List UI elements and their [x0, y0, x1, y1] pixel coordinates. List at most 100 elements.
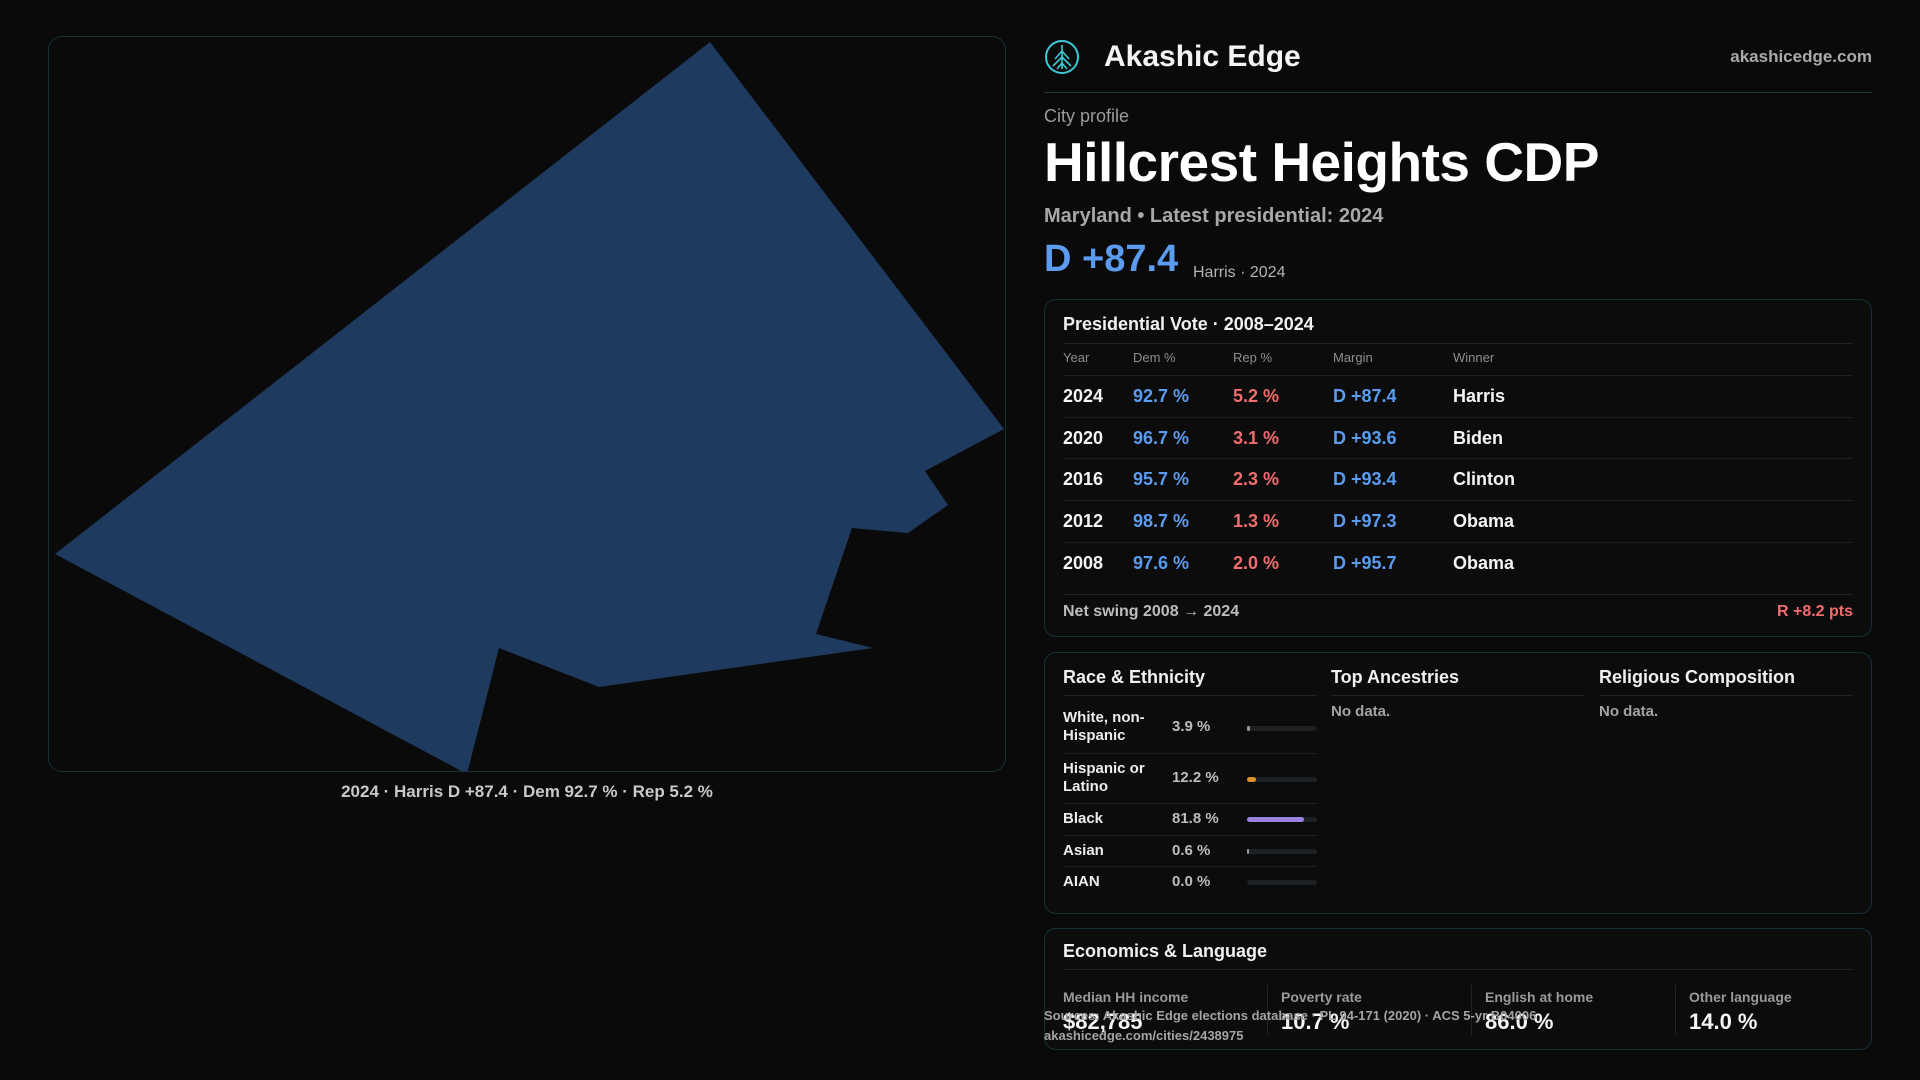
race-row: White, non-Hispanic 3.9 %	[1063, 703, 1317, 751]
religion-section: Religious Composition No data.	[1599, 653, 1853, 913]
row-year: 2008	[1063, 553, 1104, 573]
divider	[1599, 695, 1853, 696]
column-header-winner: Winner	[1453, 350, 1495, 365]
column-header-margin: Margin	[1333, 350, 1373, 365]
divider	[1063, 343, 1853, 344]
row-margin: D +93.6	[1333, 428, 1397, 448]
brand-name[interactable]: Akashic Edge	[1104, 40, 1301, 73]
race-label: AIAN	[1063, 873, 1100, 890]
demographics-card: Race & Ethnicity White, non-Hispanic 3.9…	[1044, 652, 1872, 914]
row-year: 2012	[1063, 511, 1104, 531]
row-margin: D +87.4	[1333, 386, 1397, 406]
tree-of-life-icon	[1045, 40, 1079, 74]
row-winner: Harris	[1453, 386, 1506, 406]
stat-label: Poverty rate	[1281, 989, 1362, 1005]
map-panel	[48, 36, 1006, 772]
source-line: Sources: Akashic Edge elections database…	[1044, 1008, 1537, 1023]
table-header: Year Dem % Rep % Margin Winner	[1063, 350, 1853, 374]
race-bar-track	[1247, 777, 1317, 782]
section-title: Top Ancestries	[1331, 667, 1460, 687]
net-swing-label: Net swing 2008 → 2024	[1063, 603, 1240, 620]
race-pct: 0.0 %	[1172, 873, 1211, 890]
race-bar-track	[1247, 849, 1317, 854]
row-rep-pct: 1.3 %	[1233, 511, 1280, 531]
race-bar	[1247, 777, 1256, 782]
net-swing: Net swing 2008 → 2024 R +8.2 pts	[1063, 594, 1853, 625]
row-margin: D +95.7	[1333, 553, 1397, 573]
row-margin: D +97.3	[1333, 511, 1397, 531]
race-label: Asian	[1063, 842, 1104, 859]
race-bar-track	[1247, 880, 1317, 885]
row-year: 2024	[1063, 386, 1104, 406]
row-winner: Obama	[1453, 511, 1515, 531]
latest-margin: D +87.4	[1044, 238, 1179, 280]
row-dem-pct: 97.6 %	[1133, 553, 1190, 573]
table-row: 2024 92.7 % 5.2 % D +87.4 Harris	[1063, 375, 1853, 418]
source-note: Sources: Akashic Edge elections database…	[1044, 1006, 1536, 1046]
city-boundary-map	[55, 42, 1004, 772]
divider	[1267, 985, 1268, 1035]
site-link[interactable]: akashicedge.com	[1730, 47, 1872, 66]
stat-label: Other language	[1689, 989, 1792, 1005]
city-boundary-shape[interactable]	[55, 42, 1004, 772]
column-header-year: Year	[1063, 350, 1090, 365]
row-year: 2016	[1063, 469, 1104, 489]
race-row: Black 81.8 %	[1063, 803, 1317, 834]
source-url[interactable]: akashicedge.com/cities/2438975	[1044, 1028, 1244, 1043]
section-title: Religious Composition	[1599, 667, 1795, 687]
row-rep-pct: 2.0 %	[1233, 553, 1280, 573]
page-title: Hillcrest Heights CDP	[1044, 131, 1599, 193]
page-kicker: City profile	[1044, 106, 1130, 126]
column-header-rep: Rep %	[1233, 350, 1273, 365]
net-swing-value: R +8.2 pts	[1776, 603, 1853, 620]
stat-value: 10.7 %	[1281, 1009, 1350, 1034]
race-label: Black	[1063, 810, 1104, 827]
race-pct: 0.6 %	[1172, 842, 1211, 859]
row-dem-pct: 96.7 %	[1133, 428, 1190, 448]
presidential-vote-card: Presidential Vote · 2008–2024 Year Dem %…	[1044, 299, 1872, 637]
race-pct: 12.2 %	[1172, 769, 1219, 786]
divider	[1675, 985, 1676, 1035]
table-row: 2020 96.7 % 3.1 % D +93.6 Biden	[1063, 417, 1853, 460]
race-row: Hispanic or Latino 12.2 %	[1063, 753, 1317, 802]
race-pct: 81.8 %	[1172, 810, 1219, 827]
row-winner: Clinton	[1453, 469, 1515, 489]
race-label: White, non-Hispanic	[1063, 709, 1145, 744]
row-dem-pct: 95.7 %	[1133, 469, 1190, 489]
race-label: Hispanic or Latino	[1063, 760, 1145, 795]
empty-message: No data.	[1331, 703, 1391, 720]
table-row: 2012 98.7 % 1.3 % D +97.3 Obama	[1063, 500, 1853, 543]
table-row: 2008 97.6 % 2.0 % D +95.7 Obama	[1063, 542, 1853, 585]
stat-label: English at home	[1485, 989, 1594, 1005]
race-bar	[1247, 849, 1249, 854]
row-rep-pct: 2.3 %	[1233, 469, 1280, 489]
site-header: Akashic Edge akashicedge.com	[1044, 36, 1872, 93]
map-caption: 2024 · Harris D +87.4 · Dem 92.7 % · Rep…	[341, 782, 713, 801]
race-bar-track	[1247, 726, 1317, 731]
card-title: Economics & Language	[1063, 941, 1268, 961]
race-pct: 3.9 %	[1172, 718, 1211, 735]
economics-card: Economics & Language Median HH income $8…	[1044, 928, 1872, 1050]
row-dem-pct: 92.7 %	[1133, 386, 1190, 406]
table-row: 2016 95.7 % 2.3 % D +93.4 Clinton	[1063, 458, 1853, 501]
row-rep-pct: 5.2 %	[1233, 386, 1280, 406]
card-title: Presidential Vote · 2008–2024	[1063, 314, 1314, 334]
row-rep-pct: 3.1 %	[1233, 428, 1280, 448]
latest-margin-note: Harris · 2024	[1193, 264, 1286, 281]
stat-label: Median HH income	[1063, 989, 1189, 1005]
stat-value: 86.0 %	[1485, 1009, 1554, 1034]
race-ethnicity-section: Race & Ethnicity White, non-Hispanic 3.9…	[1063, 653, 1317, 913]
column-header-dem: Dem %	[1133, 350, 1176, 365]
stat-value: $82,785	[1063, 1009, 1143, 1034]
race-bar	[1247, 817, 1304, 822]
divider	[1331, 695, 1585, 696]
row-winner: Biden	[1453, 428, 1504, 448]
section-title: Race & Ethnicity	[1063, 667, 1206, 687]
race-row: Asian 0.6 %	[1063, 835, 1317, 866]
row-dem-pct: 98.7 %	[1133, 511, 1190, 531]
divider	[1471, 985, 1472, 1035]
empty-message: No data.	[1599, 703, 1659, 720]
divider	[1063, 695, 1317, 696]
divider	[1063, 969, 1853, 970]
page-subtitle: Maryland • Latest presidential: 2024	[1044, 205, 1384, 227]
